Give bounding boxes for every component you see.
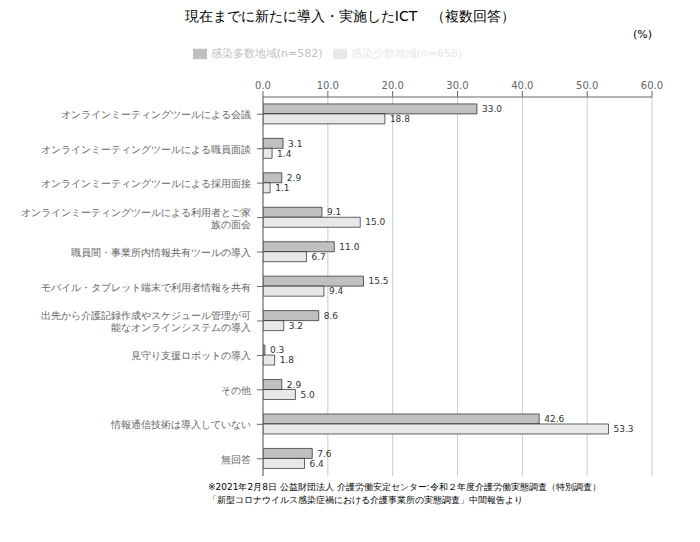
svg-text:15.5: 15.5 — [368, 276, 388, 286]
svg-text:20.0: 20.0 — [382, 80, 404, 91]
svg-text:モバイル・タブレット端末で利用者情報を共有: モバイル・タブレット端末で利用者情報を共有 — [41, 281, 251, 292]
svg-text:0.3: 0.3 — [270, 345, 284, 355]
svg-text:53.3: 53.3 — [614, 424, 634, 434]
svg-text:無回答: 無回答 — [221, 453, 251, 464]
svg-text:6.7: 6.7 — [311, 252, 325, 262]
svg-text:オンラインミーティングツールによる会議: オンラインミーティングツールによる会議 — [61, 109, 251, 120]
svg-text:出先から介護記録作成やスケジュール管理が可能なオンラインシス: 出先から介護記録作成やスケジュール管理が可能なオンラインシステムの導入 — [41, 309, 251, 332]
svg-text:8.6: 8.6 — [324, 311, 339, 321]
svg-text:15.0: 15.0 — [365, 217, 385, 227]
svg-text:5.0: 5.0 — [300, 390, 315, 400]
svg-text:0.0: 0.0 — [255, 80, 271, 91]
svg-text:見守り支援ロボットの導入: 見守り支援ロボットの導入 — [131, 350, 251, 361]
svg-text:50.0: 50.0 — [576, 80, 598, 91]
html-text:現在までに新たに導入・実施したICT （複数回答）: 現在までに新たに導入・実施したICT （複数回答） — [184, 8, 516, 24]
svg-text:18.8: 18.8 — [390, 114, 410, 124]
svg-text:33.0: 33.0 — [482, 104, 502, 114]
svg-text:2.9: 2.9 — [287, 173, 302, 183]
svg-text:7.6: 7.6 — [317, 449, 332, 459]
svg-text:2.9: 2.9 — [287, 380, 302, 390]
svg-text:1.8: 1.8 — [280, 355, 295, 365]
svg-text:1.1: 1.1 — [275, 183, 289, 193]
svg-text:その他: その他 — [221, 384, 251, 395]
svg-text:6.4: 6.4 — [309, 459, 324, 469]
html-text:感染多数地域(n=582): 感染多数地域(n=582) — [210, 47, 323, 60]
svg-text:10.0: 10.0 — [317, 80, 339, 91]
svg-text:1.4: 1.4 — [277, 149, 292, 159]
svg-text:3.1: 3.1 — [288, 139, 302, 149]
svg-text:オンラインミーティングツールによる採用面接: オンラインミーティングツールによる採用面接 — [41, 178, 251, 189]
svg-text:オンラインミーティングツールによる利用者とご家族の面会: オンラインミーティングツールによる利用者とご家族の面会 — [21, 206, 251, 229]
html-text:※2021年2月8日 公益財団法人 介護労働安定センター:令: ※2021年2月8日 公益財団法人 介護労働安定センター:令和２年度介護労働実態… — [208, 482, 601, 492]
html-text:感染少数地域(n=658): 感染少数地域(n=658) — [350, 47, 463, 60]
svg-text:職員間・事業所内情報共有ツールの導入: 職員間・事業所内情報共有ツールの導入 — [71, 247, 251, 258]
svg-text:11.0: 11.0 — [339, 242, 359, 252]
svg-text:40.0: 40.0 — [511, 80, 533, 91]
svg-text:情報通信技術は導入していない: 情報通信技術は導入していない — [110, 419, 251, 430]
svg-text:3.2: 3.2 — [289, 321, 303, 331]
svg-text:オンラインミーティングツールによる職員面談: オンラインミーティングツールによる職員面談 — [41, 143, 251, 154]
svg-text:60.0: 60.0 — [641, 80, 663, 91]
svg-text:30.0: 30.0 — [446, 80, 468, 91]
svg-text:42.6: 42.6 — [544, 414, 564, 424]
html-text:「新型コロナウイルス感染症禍における介護事業所の実態調査」中: 「新型コロナウイルス感染症禍における介護事業所の実態調査」中間報告より — [208, 495, 523, 505]
svg-text:9.1: 9.1 — [327, 207, 341, 217]
svg-text:9.4: 9.4 — [329, 286, 344, 296]
